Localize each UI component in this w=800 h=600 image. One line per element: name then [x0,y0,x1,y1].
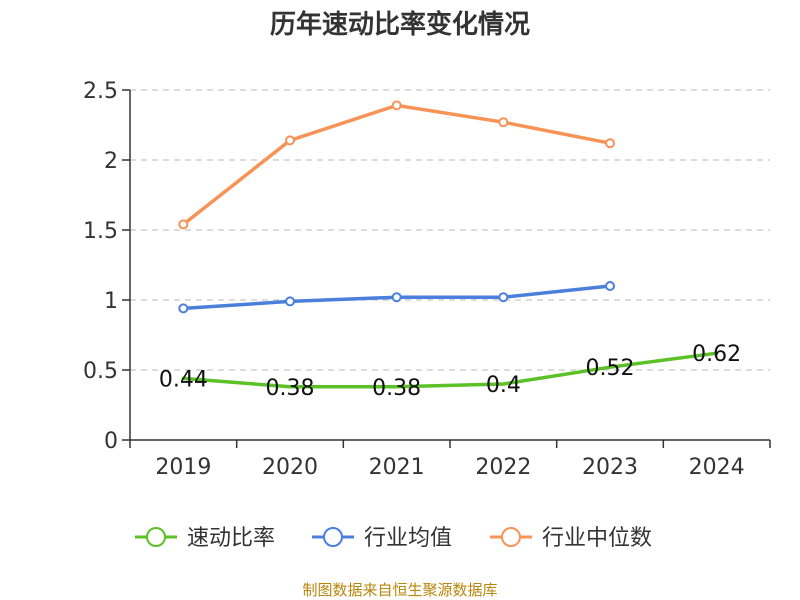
data-label: 0.62 [692,342,741,367]
legend-label: 行业均值 [364,526,452,551]
y-tick-label: 2.5 [83,79,118,104]
series-line [181,103,612,227]
y-tick-label: 2 [104,149,118,174]
data-point[interactable] [498,117,509,128]
data-point[interactable] [605,138,615,149]
y-tick-label: 0 [104,429,118,454]
series-layer [178,100,719,389]
data-point[interactable] [285,296,295,307]
legend-marker [501,527,521,547]
legend-item[interactable]: 行业均值 [312,526,452,551]
x-tick-label: 2020 [262,455,318,480]
data-point[interactable] [178,219,189,230]
data-labels: 0.44 0.38 0.38 0.4 0.52 0.62 [159,342,741,401]
data-label: 0.4 [486,373,521,398]
x-tick-label: 2023 [582,455,638,480]
series-line [181,351,719,389]
data-point[interactable] [498,292,509,303]
y-tick-label: 0.5 [83,359,118,384]
legend-label: 行业中位数 [542,526,652,551]
data-point[interactable] [178,303,189,314]
x-tick-label: 2022 [475,455,531,480]
legend-item[interactable]: 速动比率 [135,526,275,551]
axes: 0 0.5 1 1.5 2 2.5 2019 2020 2021 2022 2023 2024 [83,79,771,480]
data-label: 0.52 [586,356,635,381]
legend-item[interactable]: 行业中位数 [490,526,652,551]
legend-marker [146,527,166,547]
legend-label: 速动比率 [187,526,275,551]
data-point[interactable] [285,135,295,146]
x-tick-label: 2021 [369,455,425,480]
data-label: 0.38 [372,376,421,401]
y-tick-label: 1 [104,289,118,314]
source-note: 制图数据来自恒生聚源数据库 [302,581,497,599]
data-point[interactable] [391,100,402,111]
x-tick-label: 2024 [689,455,745,480]
x-tick-label: 2019 [155,455,211,480]
gridlines [130,89,770,371]
data-label: 0.38 [266,376,315,401]
chart-title: 历年速动比率变化情况 [270,9,530,40]
legend-marker [323,527,343,547]
data-point[interactable] [605,281,615,291]
legend[interactable]: 速动比率 行业均值 行业中位数 [135,526,652,551]
y-tick-label: 1.5 [83,219,118,244]
data-point[interactable] [391,292,402,303]
data-label: 0.44 [159,367,208,392]
